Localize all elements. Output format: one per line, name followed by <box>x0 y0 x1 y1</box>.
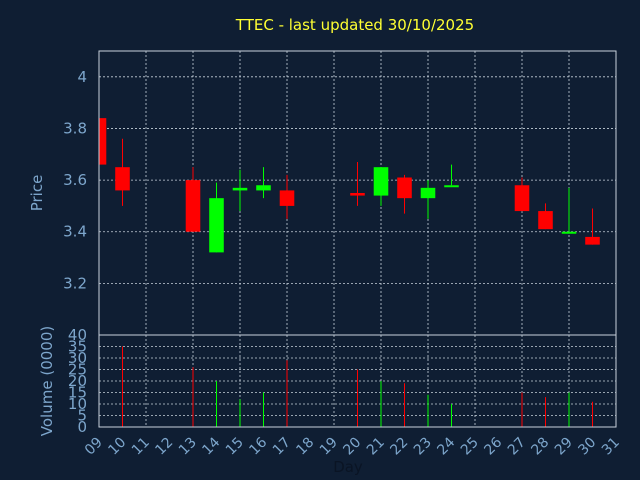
x-tick-label: 17 <box>270 435 294 459</box>
candle-body <box>256 185 271 191</box>
price-tick-label: 4 <box>77 68 87 86</box>
candle-28 <box>538 203 553 230</box>
x-tick-label: 20 <box>340 435 364 459</box>
x-tick-label: 26 <box>481 434 505 458</box>
x-tick-label: 09 <box>82 435 106 459</box>
candle-body <box>99 118 107 165</box>
candle-body <box>350 193 365 196</box>
volume-tick-label: 15 <box>68 384 87 402</box>
candle-13 <box>185 167 201 232</box>
x-tick-label: 29 <box>552 435 576 459</box>
price-axis-label: Price <box>28 175 46 212</box>
candle-9 <box>98 118 107 165</box>
price-tick-label: 3.4 <box>63 223 87 241</box>
x-tick-label: 10 <box>105 435 129 459</box>
volume-plot-frame <box>98 334 617 428</box>
candle-body <box>397 177 412 199</box>
candle-body <box>585 236 600 245</box>
candle-23 <box>420 180 436 219</box>
candle-10 <box>115 138 130 206</box>
price-tick-label: 3.8 <box>63 119 87 137</box>
candle-body <box>209 198 224 253</box>
x-tick-label: 23 <box>411 435 435 459</box>
candle-15 <box>232 169 248 212</box>
candle-17 <box>279 174 295 219</box>
candle-body <box>115 167 130 191</box>
volume-tick-label: 30 <box>68 349 87 367</box>
volume-tick-label: 20 <box>68 372 87 390</box>
x-tick-label: 12 <box>152 435 176 459</box>
candle-20 <box>350 162 365 206</box>
x-axis-label: Day <box>333 458 363 476</box>
candle-body <box>444 185 459 188</box>
volume-tick-label: 10 <box>68 395 87 413</box>
candle-body <box>232 187 248 191</box>
candle-29 <box>561 187 577 234</box>
candles <box>98 118 600 253</box>
candle-14 <box>209 182 224 253</box>
price-tick-label: 3.2 <box>63 274 87 292</box>
x-ticks: 09 10 11 12 13 14 15 16 17 18 19 20 21 22 23 24 25 26 27 28… <box>82 434 623 458</box>
candle-body <box>538 211 553 230</box>
x-tick-label: 28 <box>528 435 552 459</box>
x-tick-label: 25 <box>458 435 482 459</box>
price-y-ticks: 3.2 3.4 3.6 3.8 4 <box>63 68 87 293</box>
candle-27 <box>514 177 530 212</box>
x-tick-label: 16 <box>246 434 270 458</box>
candle-24 <box>444 164 459 188</box>
x-tick-label: 13 <box>176 435 200 459</box>
x-tick-label: 22 <box>387 435 411 459</box>
x-tick-label: 15 <box>223 435 247 459</box>
volume-tick-label: 35 <box>68 338 87 356</box>
volume-tick-label: 25 <box>68 361 87 379</box>
price-tick-label: 3.6 <box>63 171 87 189</box>
candle-16 <box>256 167 271 199</box>
candle-body <box>373 167 389 196</box>
candle-21 <box>373 167 389 206</box>
candle-body <box>185 180 201 232</box>
candle-body <box>514 185 530 212</box>
x-tick-label: 24 <box>434 434 458 458</box>
x-tick-label: 14 <box>199 434 223 458</box>
chart-title: TTEC - last updated 30/10/2025 <box>235 16 474 34</box>
volume-tick-label: 40 <box>68 326 87 344</box>
candle-body <box>279 190 295 206</box>
candle-22 <box>397 174 412 214</box>
x-tick-label: 19 <box>317 435 341 459</box>
x-tick-label: 18 <box>293 435 317 459</box>
candle-body <box>561 231 577 234</box>
volume-tick-label: 0 <box>77 418 87 436</box>
x-tick-label: 27 <box>505 435 529 459</box>
candle-30 <box>585 208 600 245</box>
x-tick-label: 31 <box>599 435 623 459</box>
x-tick-label: 11 <box>129 435 153 459</box>
x-tick-label: 30 <box>575 435 599 459</box>
x-tick-label: 21 <box>364 435 388 459</box>
candle-body <box>420 187 436 199</box>
volume-axis-label: Volume (0000) <box>38 326 56 436</box>
volume-tick-label: 5 <box>77 407 87 425</box>
volume-bars <box>122 346 593 427</box>
